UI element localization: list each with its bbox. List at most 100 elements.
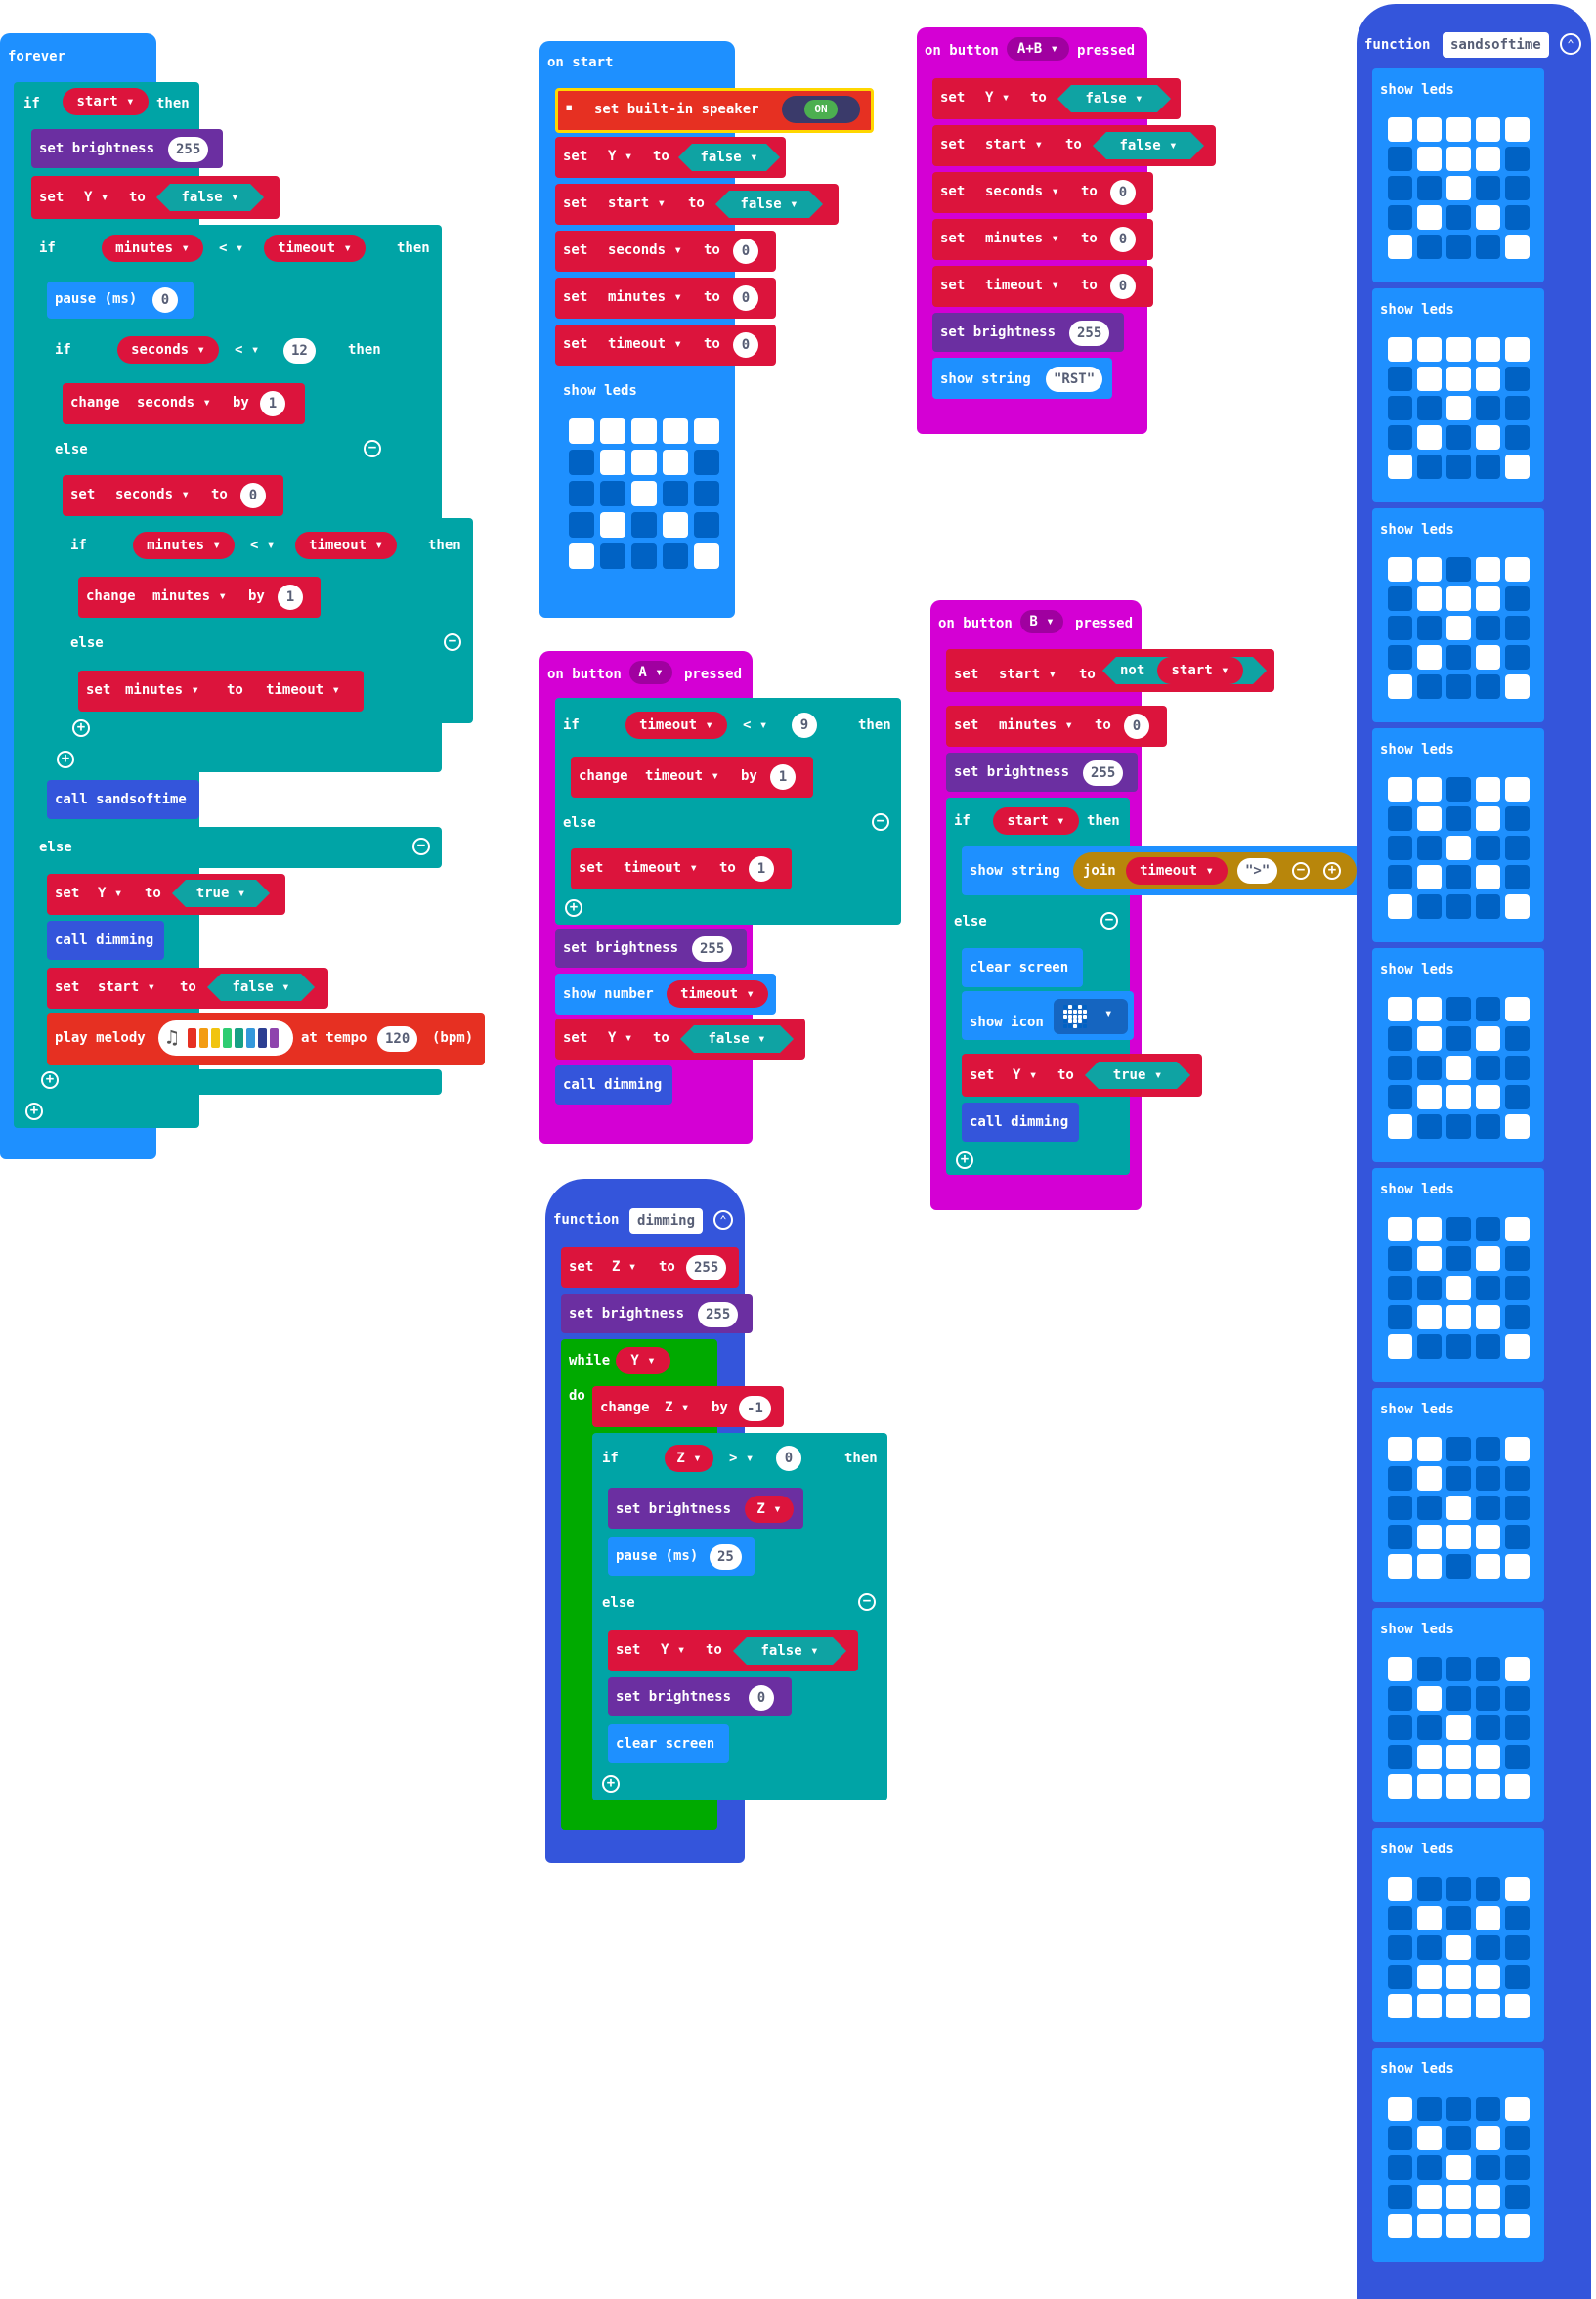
led-cell[interactable] [1417, 997, 1442, 1021]
led-cell[interactable] [1476, 586, 1500, 611]
false-value[interactable]: false [1057, 85, 1171, 112]
led-cell[interactable] [1388, 2097, 1412, 2121]
led-cell[interactable] [1388, 1056, 1412, 1080]
led-cell[interactable] [1417, 396, 1442, 420]
led-cell[interactable] [1476, 997, 1500, 1021]
led-cell[interactable] [1388, 337, 1412, 362]
show-leds-block[interactable]: show leds [1372, 728, 1544, 942]
button-ab-dropdown[interactable]: A+B [1007, 37, 1069, 61]
minus-icon[interactable]: − [872, 813, 889, 831]
led-cell[interactable] [694, 543, 719, 569]
timeout-variable[interactable]: timeout [295, 532, 397, 559]
led-cell[interactable] [1388, 1686, 1412, 1711]
set-value[interactable]: 255 [686, 1255, 727, 1280]
brightness-value[interactable]: 255 [1083, 760, 1124, 786]
led-cell[interactable] [1476, 1745, 1500, 1769]
led-cell[interactable] [1446, 1026, 1471, 1051]
led-cell[interactable] [1505, 557, 1530, 582]
led-cell[interactable] [1446, 2185, 1471, 2209]
led-cell[interactable] [1446, 865, 1471, 889]
led-cell[interactable] [1388, 1745, 1412, 1769]
true-value[interactable]: true [172, 880, 270, 907]
false-value[interactable]: false [680, 1025, 794, 1053]
led-cell[interactable] [1417, 1715, 1442, 1740]
led-cell[interactable] [1417, 557, 1442, 582]
y-var-dropdown[interactable]: Y [661, 1640, 685, 1660]
led-cell[interactable] [1476, 1305, 1500, 1329]
false-value[interactable]: false [1093, 132, 1204, 159]
led-cell[interactable] [1476, 1085, 1500, 1109]
lt-operator[interactable]: < [219, 239, 243, 258]
false-value[interactable]: false [678, 144, 780, 171]
led-cell[interactable] [1388, 1715, 1412, 1740]
led-cell[interactable] [1446, 1686, 1471, 1711]
led-cell[interactable] [1446, 117, 1471, 142]
led-cell[interactable] [1505, 1554, 1530, 1579]
led-cell[interactable] [1476, 117, 1500, 142]
set-value[interactable]: 0 [1110, 274, 1136, 299]
led-cell[interactable] [631, 543, 657, 569]
led-cell[interactable] [1505, 2097, 1530, 2121]
compare-value[interactable]: 0 [776, 1446, 801, 1471]
led-cell[interactable] [1446, 1877, 1471, 1901]
led-cell[interactable] [1476, 1686, 1500, 1711]
function-name[interactable]: dimming [629, 1208, 704, 1234]
set-value[interactable]: 0 [1110, 180, 1136, 205]
led-cell[interactable] [1388, 367, 1412, 391]
led-cell[interactable] [1476, 674, 1500, 699]
start-variable[interactable]: start [63, 88, 149, 115]
led-cell[interactable] [1417, 2097, 1442, 2121]
led-cell[interactable] [1505, 2185, 1530, 2209]
brightness-value[interactable]: 255 [168, 137, 209, 162]
led-cell[interactable] [1505, 586, 1530, 611]
led-cell[interactable] [1446, 1745, 1471, 1769]
led-cell[interactable] [1417, 235, 1442, 259]
led-cell[interactable] [1417, 1554, 1442, 1579]
led-cell[interactable] [1417, 1466, 1442, 1491]
led-cell[interactable] [1505, 2214, 1530, 2238]
led-cell[interactable] [1417, 1305, 1442, 1329]
call-dimming-block[interactable] [47, 921, 164, 960]
led-cell[interactable] [1505, 205, 1530, 230]
led-cell[interactable] [1388, 1935, 1412, 1960]
call-sandsoftime-block[interactable] [47, 780, 199, 819]
timeout-variable[interactable]: timeout [625, 712, 727, 739]
led-cell[interactable] [1446, 2126, 1471, 2150]
minus-icon[interactable]: − [858, 1593, 876, 1611]
led-cell[interactable] [1417, 455, 1442, 479]
y-var-dropdown[interactable]: Y [608, 1028, 632, 1048]
led-cell[interactable] [1446, 1114, 1471, 1139]
show-leds-block[interactable]: show leds [1372, 1388, 1544, 1602]
show-leds-block[interactable]: show leds [1372, 508, 1544, 722]
minus-icon[interactable]: − [1100, 912, 1118, 930]
minutes-var-dropdown[interactable]: minutes [999, 716, 1073, 735]
led-cell[interactable] [663, 418, 688, 444]
led-cell[interactable] [1476, 2155, 1500, 2180]
led-cell[interactable] [631, 418, 657, 444]
led-cell[interactable] [1446, 176, 1471, 200]
start-var-dropdown[interactable]: start [608, 194, 666, 213]
led-cell[interactable] [1446, 2214, 1471, 2238]
minus-icon[interactable]: − [1292, 862, 1310, 880]
led-cell[interactable] [1388, 1657, 1412, 1681]
change-amount[interactable]: 1 [260, 391, 285, 416]
led-cell[interactable] [1388, 1246, 1412, 1271]
lt-operator[interactable]: < [235, 340, 259, 360]
led-cell[interactable] [1446, 1437, 1471, 1461]
led-cell[interactable] [600, 450, 625, 475]
led-cell[interactable] [1388, 2185, 1412, 2209]
led-cell[interactable] [1417, 1026, 1442, 1051]
led-cell[interactable] [1476, 1877, 1500, 1901]
minutes-variable[interactable]: minutes [133, 532, 235, 559]
brightness-value[interactable]: 255 [698, 1302, 739, 1327]
led-cell[interactable] [1505, 367, 1530, 391]
collapse-icon[interactable]: ⌃ [713, 1210, 733, 1230]
led-cell[interactable] [1388, 1466, 1412, 1491]
led-cell[interactable] [1388, 1554, 1412, 1579]
seconds-var-dropdown[interactable]: seconds [608, 240, 682, 260]
show-leds-block[interactable]: show leds [1372, 1168, 1544, 1382]
seconds-var-dropdown[interactable]: seconds [985, 182, 1059, 201]
z-var-dropdown[interactable]: Z [612, 1257, 636, 1277]
led-cell[interactable] [1505, 1965, 1530, 1989]
led-cell[interactable] [1417, 2126, 1442, 2150]
